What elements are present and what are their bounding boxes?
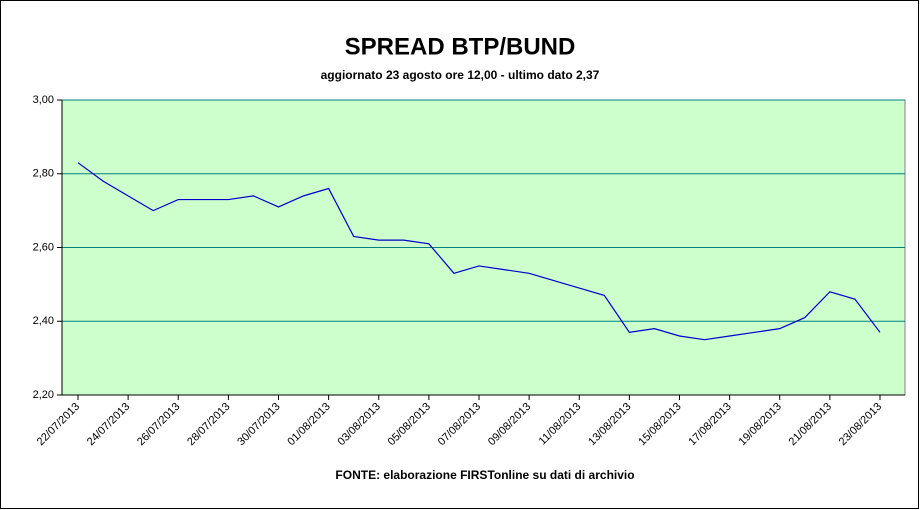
chart-title: SPREAD BTP/BUND — [345, 33, 576, 60]
y-tick-label: 2,80 — [33, 168, 54, 180]
y-tick-label: 2,40 — [33, 315, 54, 327]
y-tick-label: 3,00 — [33, 94, 54, 106]
chart-subtitle: aggiornato 23 agosto ore 12,00 - ultimo … — [321, 68, 600, 82]
y-tick-label: 2,20 — [33, 389, 54, 401]
y-tick-label: 2,60 — [33, 241, 54, 253]
source-note: FONTE: elaborazione FIRSTonline su dati … — [335, 468, 634, 482]
data-line — [77, 162, 881, 341]
